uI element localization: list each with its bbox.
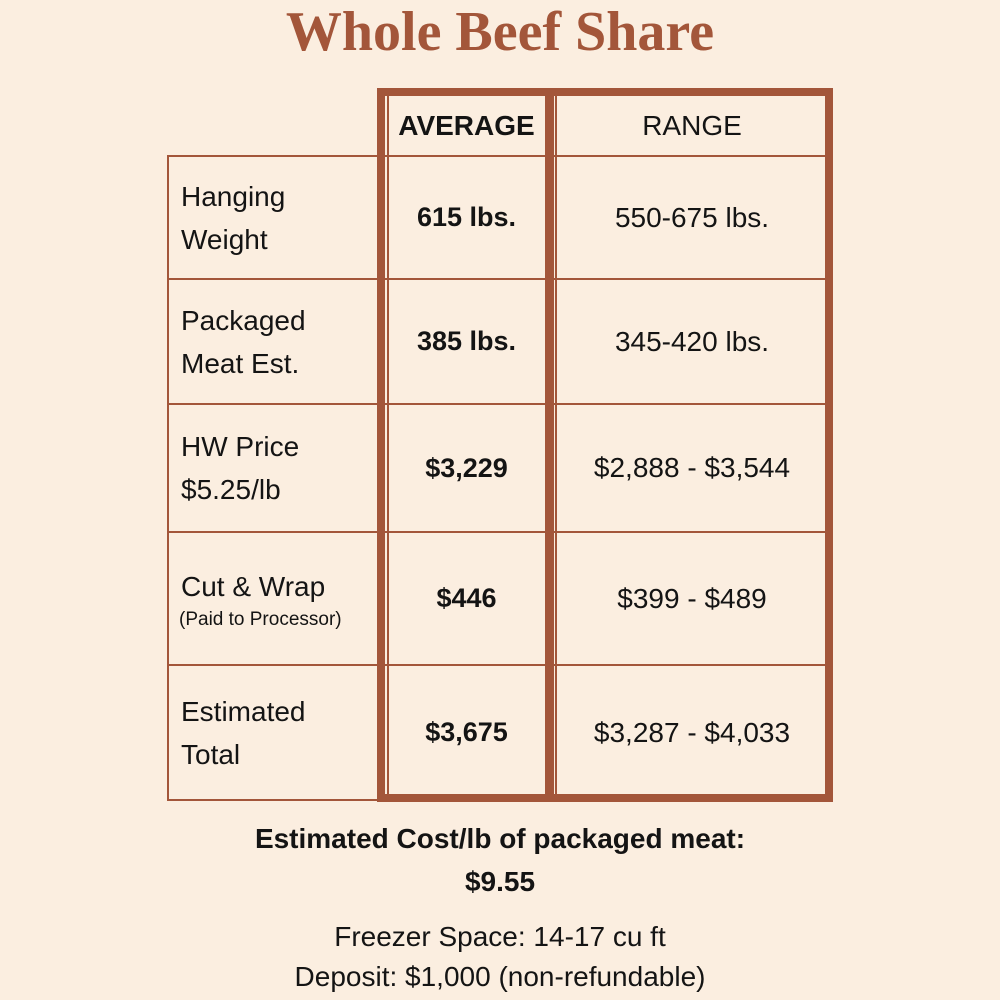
row-label-hanging-weight: Hanging Weight [181, 157, 377, 278]
row-label-hw-price: HW Price $5.25/lb [181, 405, 377, 531]
row-label-sub: (Paid to Processor) [179, 609, 342, 630]
column-divider [387, 96, 389, 801]
range-header: RANGE [642, 109, 742, 141]
page-title: Whole Beef Share [285, 1, 715, 63]
deposit-note: Deposit: $1,000 (non-refundable) [294, 961, 706, 992]
row-label-line2: Meat Est. [181, 347, 300, 379]
row-label-packaged-meat: Packaged Meat Est. [181, 280, 377, 403]
row-label-line2: $5.25/lb [181, 474, 281, 505]
average-value: 615 lbs. [416, 202, 517, 232]
row-divider [167, 403, 831, 405]
cost-per-lb-label: Estimated Cost/lb of packaged meat: [254, 823, 746, 854]
average-value: $3,675 [425, 717, 508, 747]
row-divider [167, 664, 831, 666]
row-label-cut-wrap: Cut & Wrap (Paid to Processor) [179, 533, 377, 664]
row-label-line2: Weight [181, 223, 268, 255]
row-divider [167, 531, 831, 533]
row-label-line1: Hanging [181, 180, 286, 212]
range-value: 345-420 lbs. [614, 325, 770, 357]
range-value: 550-675 lbs. [614, 201, 770, 233]
range-value: $399 - $489 [617, 582, 767, 614]
freezer-space-note: Freezer Space: 14-17 cu ft [334, 921, 666, 952]
row-label-line1: HW Price [181, 431, 300, 462]
range-value: $3,287 - $4,033 [593, 716, 791, 748]
range-value: $2,888 - $3,544 [593, 452, 791, 483]
column-divider [555, 96, 557, 801]
average-value: 385 lbs. [416, 326, 517, 356]
average-value: $446 [436, 583, 497, 613]
range-column-frame [546, 88, 833, 802]
average-header: AVERAGE [398, 109, 535, 141]
row-label-line1: Cut & Wrap [181, 571, 326, 602]
average-value: $3,229 [425, 452, 508, 483]
row-label-line1: Packaged [181, 304, 306, 336]
row-divider [167, 278, 831, 280]
cost-per-lb-value: $9.55 [464, 866, 536, 897]
row-label-estimated-total: Estimated Total [181, 666, 377, 799]
row-divider [167, 155, 831, 157]
row-label-line1: Estimated [181, 695, 306, 727]
column-divider [167, 155, 169, 801]
row-label-line2: Total [181, 738, 241, 770]
